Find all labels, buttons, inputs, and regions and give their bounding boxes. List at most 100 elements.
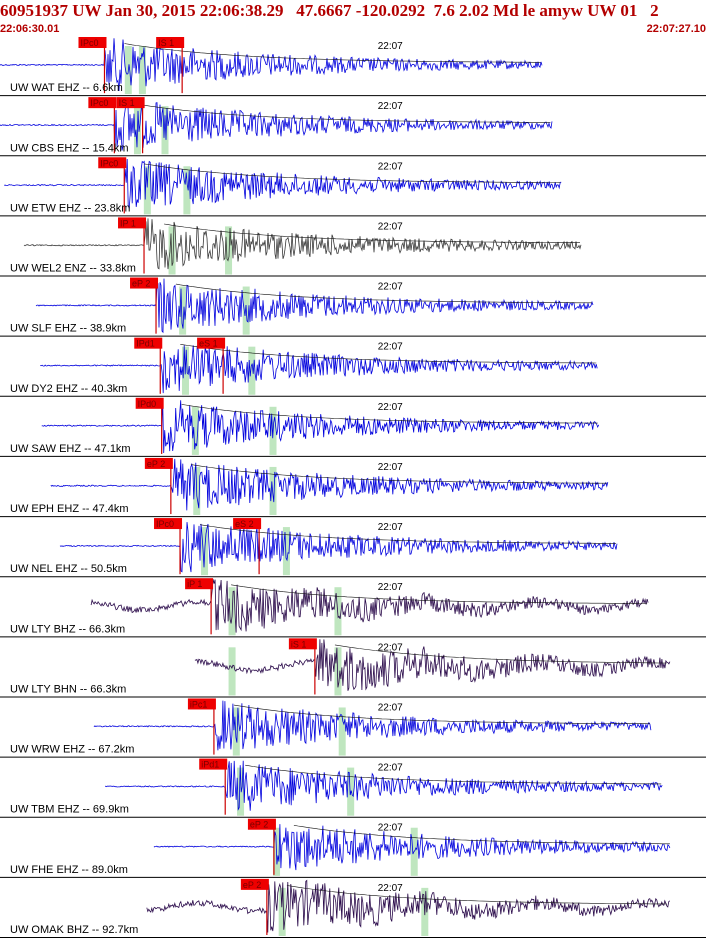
waveform-trace (50, 458, 609, 511)
time-tick-label: 22:07 (378, 41, 403, 52)
pick-label-box (135, 397, 164, 409)
waveform-trace (0, 101, 553, 151)
predicted-s-band (225, 226, 233, 275)
trace-panel: 22:07 IPc0 IS 1 UW WAT EHZ -- 6.6km (0, 37, 706, 97)
station-label: UW LTY BHN -- 66.3km (10, 683, 126, 695)
waveform-trace (40, 345, 598, 394)
pick-label: eS 2 (235, 519, 254, 529)
time-tick-label: 22:07 (378, 221, 403, 232)
station-label: UW SAW EHZ -- 47.1km (10, 443, 131, 455)
coda-envelope-curve (245, 764, 662, 785)
waveform-trace (153, 824, 671, 871)
station-label: UW NEL EHZ -- 50.5km (10, 563, 127, 575)
trace-panel: 22:07 eP 2 UW EPH EHZ -- 47.4km (0, 457, 706, 518)
station-label: UW SLF EHZ -- 38.9km (10, 323, 126, 335)
pick-label-box (98, 157, 127, 169)
coda-envelope-curve (286, 885, 667, 905)
time-tick-label: 22:07 (378, 582, 403, 593)
coda-envelope-curve (181, 404, 598, 424)
station-label: UW ETW EHZ -- 23.8km (10, 202, 130, 214)
trace-panel: 22:07 IPc0 IS 1 UW CBS EHZ -- 15.4km (0, 97, 706, 157)
trace-panel: 22:07 IPd0 UW SAW EHZ -- 47.1km (0, 397, 706, 457)
coda-envelope-curve (144, 163, 561, 183)
pick-label-box (185, 578, 214, 590)
waveform-trace (4, 158, 562, 209)
pick-label-box (88, 97, 117, 109)
predicted-s-band (338, 707, 346, 756)
coda-envelope-curve (233, 704, 650, 725)
pick-label: iP 1 (187, 579, 202, 589)
time-tick-label: 22:07 (378, 642, 403, 653)
trace-panel: 22:07 eP 2 UW OMAK BHZ -- 92.7km (0, 878, 706, 938)
waveform-trace (23, 218, 582, 270)
pick-label: iS 1 (291, 639, 307, 649)
predicted-p-band (168, 226, 176, 275)
time-tick-label: 22:07 (378, 462, 403, 473)
time-tick-label: 22:07 (378, 282, 403, 293)
waveform-trace (194, 639, 671, 691)
time-tick-label: 22:07 (378, 101, 403, 112)
coda-envelope-curve (134, 103, 551, 123)
trace-panel: 22:07 IPc0 UW ETW EHZ -- 23.8km (0, 157, 706, 217)
pick-label-box (130, 277, 159, 289)
seismogram-plot: 22:07 IPc0 IS 1 UW WAT EHZ -- 6.6km 22:07 IPc… (0, 37, 706, 938)
pick-label: iPc1 (190, 699, 208, 709)
station-label: UW LTY BHZ -- 66.3km (10, 623, 125, 635)
time-tick-label: 22:07 (378, 883, 403, 894)
predicted-p-band (143, 166, 151, 215)
pick-label-box (233, 518, 262, 530)
predicted-s-band (282, 527, 290, 576)
coda-envelope-curve (190, 464, 607, 484)
coda-envelope-curve (199, 524, 617, 544)
time-tick-label: 22:07 (378, 161, 403, 172)
pick-label-box (156, 37, 185, 48)
waveform-trace (90, 579, 649, 633)
pick-label: iPd1 (201, 760, 219, 770)
pick-label: IPd1 (136, 339, 155, 349)
time-tick-label: 22:07 (378, 823, 403, 834)
pick-label: IPc0 (90, 98, 108, 108)
pick-label: IPd0 (138, 399, 157, 409)
coda-envelope-curve (180, 344, 597, 364)
station-label: UW WEL2 ENZ -- 33.8km (10, 263, 136, 275)
coda-envelope-curve (334, 644, 667, 664)
predicted-s-band (248, 346, 256, 395)
waveform-trace (93, 700, 652, 751)
trace-panel: 22:07 eP 2 UW SLF EHZ -- 38.9km (0, 277, 706, 337)
pick-label: eP 2 (147, 459, 165, 469)
predicted-s-band (138, 46, 146, 95)
pick-label-box (197, 337, 226, 349)
waveform-trace (0, 38, 543, 92)
pick-label-box (187, 698, 216, 710)
pick-label: eP 2 (132, 279, 150, 289)
pick-label-box (116, 97, 145, 109)
trace-panel: 22:07 IPd1 eS 1 UW DY2 EHZ -- 40.3km (0, 337, 706, 397)
pick-label-box (199, 758, 228, 770)
coda-envelope-curve (231, 584, 648, 604)
time-tick-label: 22:07 (378, 763, 403, 774)
predicted-p-band (232, 707, 240, 756)
predicted-s-band (183, 166, 191, 215)
pick-label: eP 2 (250, 820, 268, 830)
trace-panel: 22:07 iPc1 UW WRW EHZ -- 67.2km (0, 698, 706, 758)
end-time-label: 22:07:27.10 (646, 23, 706, 35)
station-label: UW WAT EHZ -- 6.6km (10, 82, 123, 94)
predicted-p-band (278, 887, 286, 936)
predicted-p-band (237, 767, 245, 816)
time-tick-label: 22:07 (378, 702, 403, 713)
pick-label-box (247, 818, 276, 830)
pick-label-box (154, 518, 183, 530)
coda-envelope-curve (163, 223, 580, 243)
event-title: 60951937 UW Jan 30, 2015 22:06:38.29 47.… (0, 1, 659, 20)
trace-panel: 22:07 IP 1 UW WEL2 ENZ -- 33.8km (0, 217, 706, 277)
time-tick-label: 22:07 (378, 522, 403, 533)
station-label: UW TBM EHZ -- 69.9km (10, 804, 129, 816)
pick-label-box (118, 217, 147, 229)
predicted-s-band (269, 466, 277, 516)
time-tick-label: 22:07 (378, 342, 403, 353)
pick-label: IPc0 (100, 158, 118, 168)
waveform-trace (104, 760, 663, 811)
pick-label: IP 1 (120, 218, 136, 228)
station-label: UW FHE EHZ -- 89.0km (10, 864, 128, 876)
station-label: UW EPH EHZ -- 47.4km (10, 503, 129, 515)
